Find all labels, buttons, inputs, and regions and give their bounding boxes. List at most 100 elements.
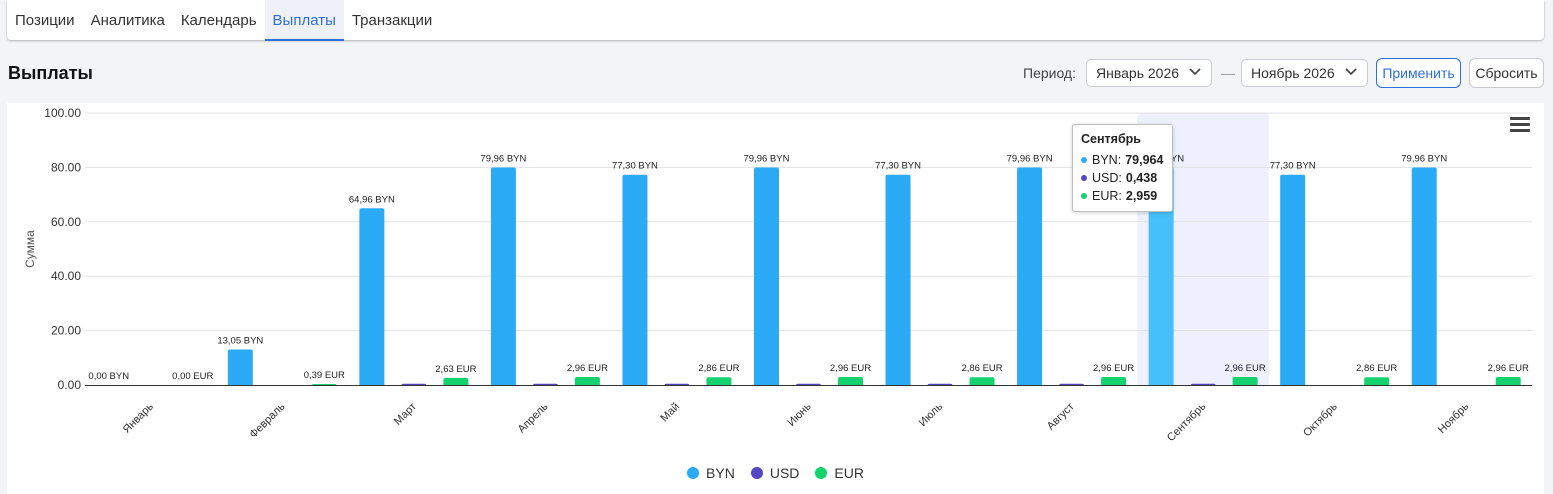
tooltip-title: Сентябрь (1081, 132, 1141, 146)
page-title: Выплаты (8, 63, 93, 83)
tooltip-row-eur: EUR: 2,959 (1081, 187, 1172, 205)
data-label: 2,86 EUR (961, 363, 1002, 374)
data-label: 79,96 BYN (1401, 154, 1447, 165)
y-tick-label: 0.00 (58, 378, 82, 392)
bar-eur (838, 376, 863, 385)
data-label: 2,96 EUR (1488, 363, 1529, 374)
tooltip-row-usd: USD: 0,438 (1081, 169, 1172, 187)
tab-transactions[interactable]: Транзакции (351, 11, 433, 29)
data-label: 0,00 BYN (88, 371, 129, 382)
data-label: 77,30 BYN (875, 161, 921, 172)
bar-byn (1148, 167, 1174, 385)
bar-byn (227, 349, 253, 385)
x-tick-label: Апрель (516, 400, 551, 435)
y-tick-label: 80.00 (51, 160, 81, 174)
bar-eur (311, 383, 337, 386)
chevron-down-icon (1345, 68, 1357, 76)
bar-eur (1232, 376, 1258, 385)
legend-label: EUR (834, 465, 864, 481)
legend-item-usd[interactable]: USD (750, 465, 799, 481)
data-label: 77,30 BYN (1270, 161, 1316, 172)
bar-byn (1411, 167, 1437, 385)
y-tick-label: 60.00 (51, 215, 81, 229)
data-label: 0,39 EUR (304, 370, 345, 381)
bar-usd (401, 383, 427, 386)
bar-byn (490, 167, 516, 385)
period-to-select[interactable]: Ноябрь 2026 (1241, 59, 1368, 87)
data-label: 0,00 EUR (172, 371, 213, 382)
legend-label: BYN (706, 465, 735, 481)
data-label: 2,96 EUR (1225, 363, 1266, 374)
x-tick-label: Июнь (785, 400, 813, 428)
tooltip-value: 79,964 (1125, 153, 1164, 167)
apply-button[interactable]: Применить (1376, 58, 1461, 88)
chart-tooltip: Сентябрь BYN: 79,964 USD: 0,438 EUR: 2,9… (1072, 124, 1173, 212)
chart-legend: BYN USD EUR (7, 465, 1544, 481)
bar-eur (969, 377, 995, 385)
x-tick-label: Сентябрь (1165, 400, 1209, 444)
eur-dot-icon (1081, 193, 1087, 199)
period-from-select[interactable]: Январь 2026 (1086, 59, 1212, 87)
bar-usd (796, 383, 821, 386)
x-tick-label: Январь (121, 400, 156, 435)
tooltip-label: BYN: (1092, 153, 1122, 167)
data-label: 79,96 BYN (1007, 154, 1053, 165)
tooltip-label: USD: (1092, 171, 1122, 185)
tooltip-value: 0,438 (1125, 171, 1158, 185)
bar-byn (622, 174, 648, 385)
data-label: 2,96 EUR (830, 363, 871, 374)
data-label: 2,86 EUR (1356, 363, 1397, 374)
x-tick-label: Февраль (247, 400, 287, 440)
bar-byn (1017, 167, 1043, 385)
legend-item-byn[interactable]: BYN (687, 465, 735, 481)
bar-byn (885, 174, 911, 385)
tab-bar: Позиции Аналитика Календарь Выплаты Тран… (7, 0, 1544, 41)
data-label: 77,30 BYN (612, 161, 658, 172)
period-label: Период: (1023, 65, 1076, 81)
bar-eur (706, 377, 732, 385)
tab-payouts[interactable]: Выплаты (264, 0, 345, 41)
usd-dot-icon (1081, 175, 1087, 181)
bar-usd (532, 383, 558, 386)
x-tick-label: Май (658, 401, 682, 425)
bar-byn (1280, 174, 1306, 385)
tooltip-row-byn: BYN: 79,964 (1081, 151, 1172, 169)
bar-usd (927, 383, 953, 386)
y-tick-label: 40.00 (51, 269, 81, 283)
hamburger-menu-icon[interactable] (1510, 117, 1530, 133)
legend-marker-icon (750, 467, 763, 479)
data-label: 79,96 BYN (744, 154, 790, 165)
period-to-value: Ноябрь 2026 (1251, 65, 1335, 81)
bar-eur (574, 376, 600, 385)
bar-usd (1190, 383, 1216, 386)
period-from-value: Январь 2026 (1096, 65, 1180, 81)
legend-marker-icon (815, 467, 828, 479)
tab-positions[interactable]: Позиции (15, 11, 75, 29)
legend-marker-icon (687, 467, 700, 479)
payouts-chart: 0.00 20.00 40.00 60.00 80.00 100.00 Сумма 0,00 … (23, 106, 1532, 444)
reset-button[interactable]: Сбросить (1469, 58, 1544, 88)
payouts-chart-panel: 0.00 20.00 40.00 60.00 80.00 100.00 Сумма 0,00 … (7, 103, 1544, 494)
x-tick-label: Ноябрь (1436, 400, 1472, 436)
tab-calendar[interactable]: Календарь (180, 11, 257, 29)
y-tick-label: 20.00 (51, 324, 81, 338)
data-label: 2,63 EUR (435, 364, 476, 375)
tab-analytics[interactable]: Аналитика (90, 11, 165, 29)
x-tick-label: Март (392, 401, 419, 428)
byn-dot-icon (1081, 157, 1087, 163)
bar-usd (1059, 383, 1085, 386)
data-label: 2,96 EUR (567, 363, 608, 374)
data-label: 79,96 BYN (480, 154, 526, 165)
x-tick-label: Октябрь (1301, 400, 1340, 439)
x-tick-label: Август (1045, 401, 1077, 433)
period-separator: — (1221, 65, 1235, 81)
bar-usd (664, 383, 690, 386)
data-label: 64,96 BYN (349, 194, 395, 205)
chevron-down-icon (1189, 68, 1201, 76)
legend-item-eur[interactable]: EUR (815, 465, 864, 481)
bar-eur (443, 377, 469, 385)
y-tick-label: 100.00 (44, 106, 81, 120)
data-label: 13,05 BYN (217, 336, 263, 347)
bar-byn (754, 167, 779, 385)
data-label: 2,96 EUR (1093, 363, 1134, 374)
